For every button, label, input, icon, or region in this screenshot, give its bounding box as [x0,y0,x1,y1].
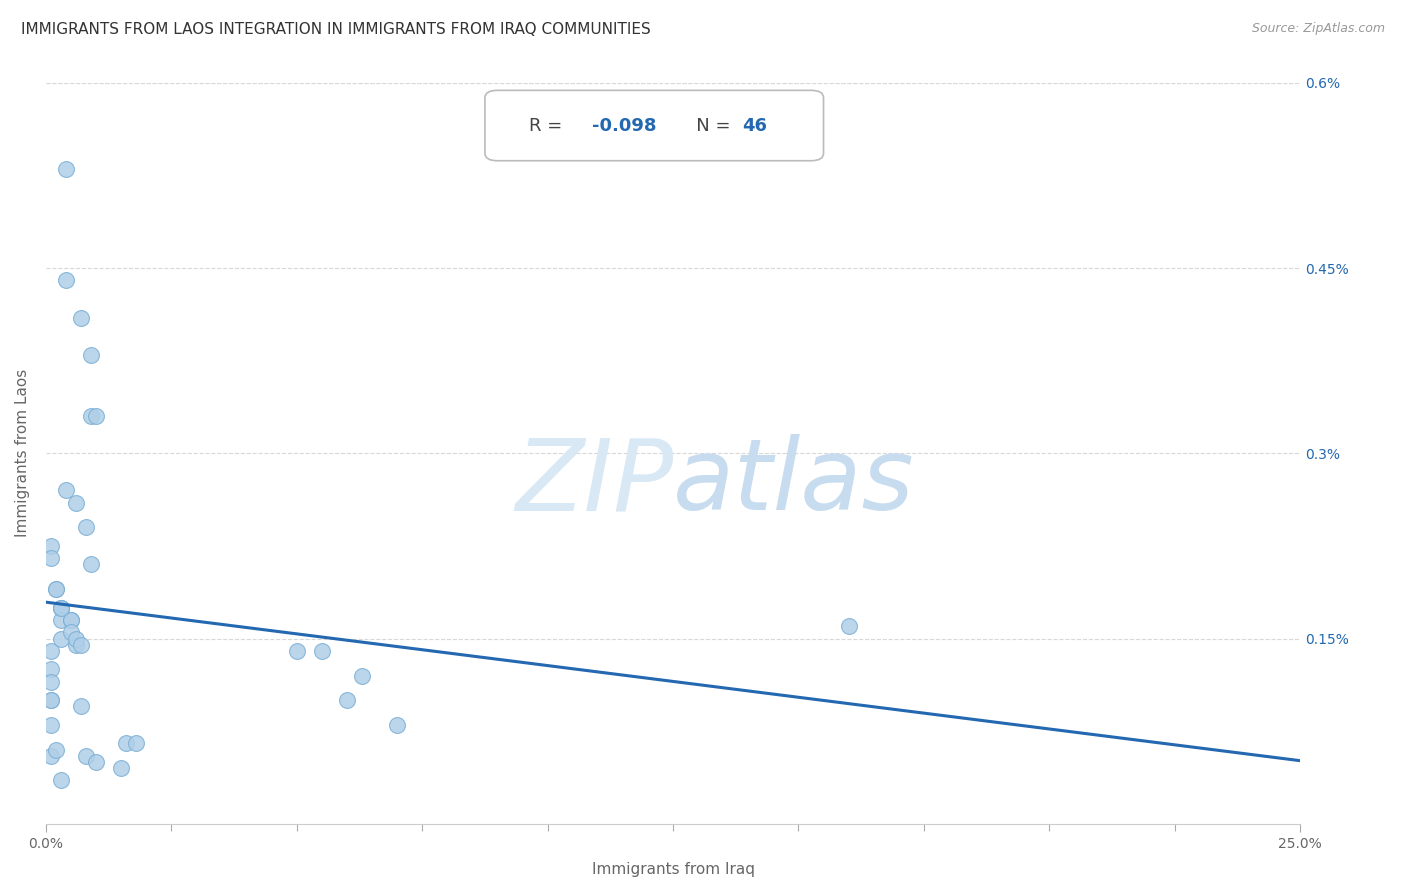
Point [84,755,107,769]
Point [39,748,62,763]
Point [84,409,107,424]
Point [39,693,62,707]
FancyBboxPatch shape [485,90,824,161]
Point [75,520,97,534]
Text: 46: 46 [742,117,768,135]
Point [39,693,62,707]
X-axis label: Immigrants from Iraq: Immigrants from Iraq [592,862,755,877]
Point [385,718,408,732]
Y-axis label: Immigrants from Laos: Immigrants from Laos [15,369,30,538]
Point [838,619,860,633]
Text: -0.098: -0.098 [592,117,657,135]
Point [80,409,103,424]
Point [39,662,62,676]
Point [125,736,148,750]
Point [55,273,77,287]
Point [115,736,138,750]
Point [39,674,62,689]
Point [49,632,72,646]
Point [45,582,67,596]
Point [65,638,87,652]
Point [60,613,83,627]
Point [311,644,333,658]
Point [60,613,83,627]
Point [49,773,72,788]
Point [350,668,373,682]
Point [49,600,72,615]
Text: ZIP: ZIP [515,434,673,532]
Point [49,600,72,615]
Text: Source: ZipAtlas.com: Source: ZipAtlas.com [1251,22,1385,36]
Point [45,742,67,756]
Point [75,748,97,763]
Point [80,347,103,361]
Point [55,162,77,177]
Point [55,483,77,498]
Point [39,539,62,553]
Text: N =: N = [679,117,737,135]
Point [39,718,62,732]
Point [65,496,87,510]
Point [45,582,67,596]
Point [70,638,93,652]
Text: R =: R = [529,117,568,135]
Point [39,644,62,658]
Point [285,644,308,658]
Point [39,551,62,566]
Point [65,632,87,646]
Text: IMMIGRANTS FROM LAOS INTEGRATION IN IMMIGRANTS FROM IRAQ COMMUNITIES: IMMIGRANTS FROM LAOS INTEGRATION IN IMMI… [21,22,651,37]
Point [110,761,132,775]
Point [49,600,72,615]
Point [70,310,93,325]
Text: atlas: atlas [673,434,915,532]
Point [70,699,93,714]
Point [49,613,72,627]
Point [336,693,359,707]
Point [60,625,83,640]
Point [80,558,103,572]
